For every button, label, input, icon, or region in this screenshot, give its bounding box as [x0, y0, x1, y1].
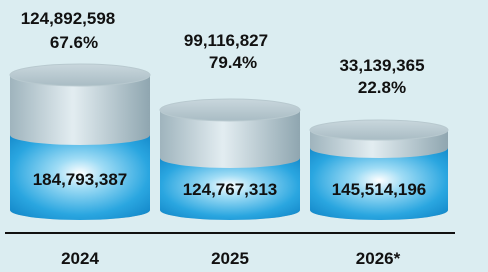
total-label: 124,767,313: [183, 180, 278, 199]
year-label: 2025: [211, 249, 249, 267]
total-label: 145,514,196: [332, 180, 427, 199]
cylinder: [310, 120, 448, 220]
cylinder: [10, 64, 150, 220]
percent-label: 67.6%: [50, 33, 98, 52]
value-label: 124,892,598: [21, 9, 116, 28]
value-label: 99,116,827: [184, 31, 268, 50]
infographic: 124,892,598 67.6% 184,793,387 2024 99,11…: [0, 0, 488, 267]
percent-label: 22.8%: [358, 78, 406, 97]
year-label: 2024: [61, 249, 99, 267]
cylinder: [160, 99, 300, 220]
year-label: 2026*: [356, 249, 401, 267]
total-label: 184,793,387: [33, 170, 128, 189]
percent-label: 79.4%: [209, 53, 257, 72]
value-label: 33,139,365: [339, 56, 424, 75]
